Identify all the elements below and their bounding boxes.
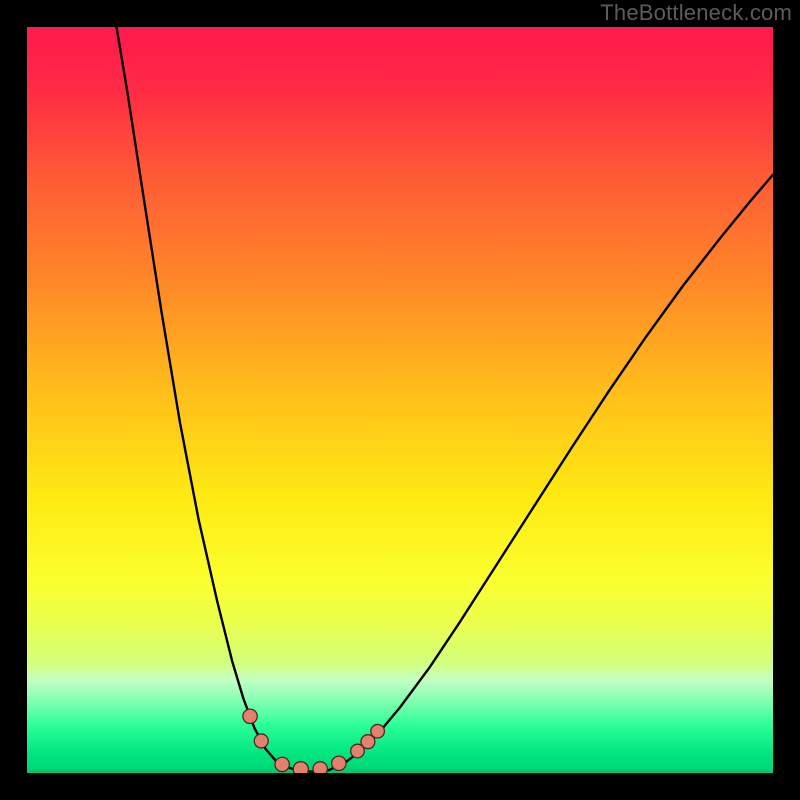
stage: TheBottleneck.com <box>0 0 800 800</box>
data-marker <box>332 756 346 770</box>
data-marker <box>254 734 268 748</box>
data-marker <box>243 709 257 723</box>
bottleneck-chart <box>0 0 800 800</box>
data-marker <box>371 724 385 738</box>
data-marker <box>313 762 327 776</box>
plot-background <box>27 27 773 773</box>
watermark-text: TheBottleneck.com <box>600 0 792 26</box>
data-marker <box>275 757 289 771</box>
data-marker <box>293 762 308 777</box>
